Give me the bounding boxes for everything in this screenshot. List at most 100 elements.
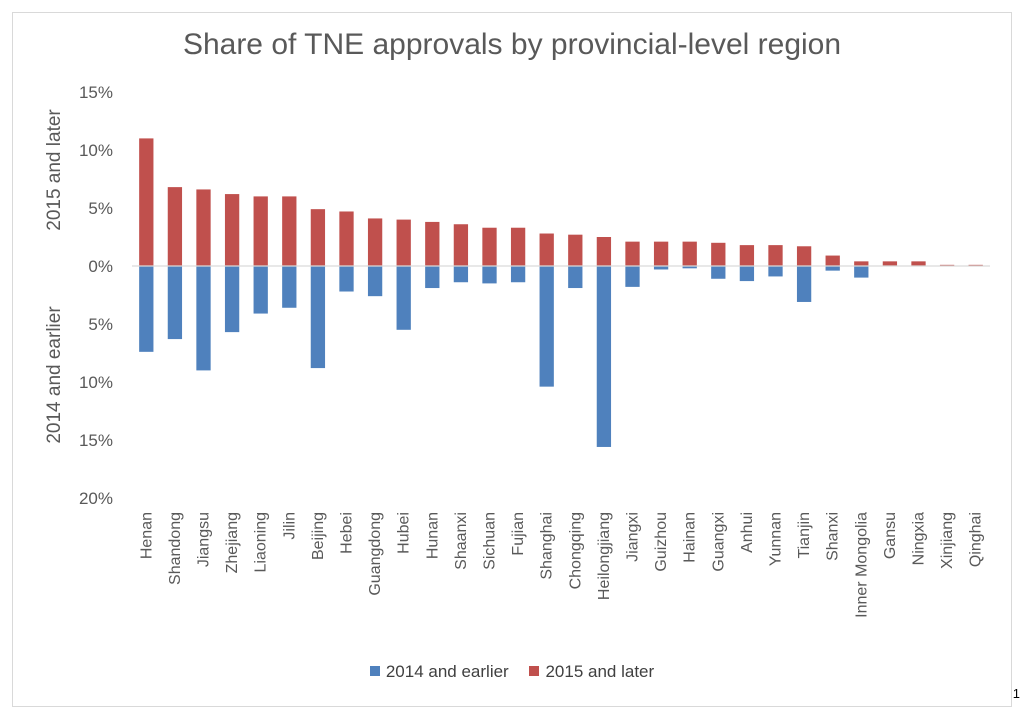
bar-2014-and-earlier: [768, 266, 783, 277]
x-tick-label: Inner Mongolia: [853, 512, 870, 618]
bar-2015-and-later: [796, 246, 812, 266]
x-tick-label: Jilin: [281, 512, 298, 540]
bar-2014-and-earlier: [482, 266, 497, 284]
y-tick-label: 0%: [88, 257, 113, 276]
bar-2015-and-later: [282, 196, 297, 266]
bar-2014-and-earlier: [711, 266, 726, 279]
legend-label-later: 2015 and later: [545, 662, 655, 681]
y-tick-label: 20%: [79, 489, 113, 508]
x-tick-label: Liaoning: [253, 512, 270, 573]
bar-2014-and-earlier: [396, 266, 411, 330]
bar-2014-and-earlier: [253, 266, 268, 314]
bar-2014-and-earlier: [196, 266, 211, 371]
y-tick-label: 5%: [88, 199, 113, 218]
legend-item-earlier: 2014 and earlier: [369, 662, 509, 682]
bar-2014-and-earlier: [425, 266, 440, 289]
x-tick-label: Guangxi: [710, 512, 727, 572]
bar-2015-and-later: [596, 237, 612, 266]
x-tick-label: Xinjiang: [939, 512, 956, 569]
bar-2014-and-earlier: [596, 266, 612, 447]
bar-2015-and-later: [539, 233, 554, 266]
bar-2015-and-later: [711, 242, 726, 266]
bar-2014-and-earlier: [453, 266, 469, 283]
bar-2014-and-earlier: [796, 266, 812, 302]
bar-2014-and-earlier: [224, 266, 240, 333]
bar-2015-and-later: [196, 189, 211, 266]
y-tick-label: 15%: [79, 431, 113, 450]
y-tick-label: 10%: [79, 373, 113, 392]
x-tick-label: Henan: [138, 512, 155, 559]
x-tick-label: Chongqing: [567, 512, 584, 589]
bar-2014-and-earlier: [854, 266, 869, 278]
bar-2014-and-earlier: [367, 266, 383, 297]
bar-2015-and-later: [739, 245, 755, 266]
bar-2015-and-later: [768, 245, 783, 266]
x-tick-label: Guangdong: [367, 512, 384, 596]
bar-2014-and-earlier: [510, 266, 526, 283]
bar-2014-and-earlier: [139, 266, 154, 352]
x-tick-label: Hebei: [339, 512, 356, 554]
bar-2015-and-later: [367, 218, 383, 266]
x-tick-label: Tianjin: [796, 512, 813, 559]
bar-2015-and-later: [310, 209, 326, 266]
bar-2015-and-later: [339, 211, 354, 266]
legend-item-later: 2015 and later: [529, 662, 654, 682]
bar-2015-and-later: [825, 255, 840, 266]
bar-2015-and-later: [253, 196, 268, 266]
legend-swatch-earlier: [369, 666, 380, 676]
bar-2014-and-earlier: [825, 266, 840, 271]
x-tick-label: Jiangsu: [196, 512, 213, 567]
chart-title: Share of TNE approvals by provincial-lev…: [182, 28, 842, 61]
chart-legend: 2014 and earlier 2015 and later: [0, 662, 1024, 682]
bar-2015-and-later: [139, 138, 154, 266]
bar-2014-and-earlier: [739, 266, 755, 282]
chart-frame: [12, 12, 1012, 707]
bar-2014-and-earlier: [310, 266, 326, 369]
legend-swatch-later: [529, 666, 540, 676]
x-tick-label: Anhui: [739, 512, 756, 553]
bar-2014-and-earlier: [653, 266, 669, 270]
x-tick-label: Gansu: [882, 512, 899, 559]
bar-2015-and-later: [653, 241, 669, 266]
y-axis-title-bottom: 2014 and earlier: [44, 306, 65, 444]
x-tick-label: Hubei: [396, 512, 413, 554]
bar-2014-and-earlier: [539, 266, 554, 387]
bar-2014-and-earlier: [282, 266, 297, 308]
x-tick-label: Guizhou: [653, 512, 670, 572]
bar-2015-and-later: [396, 219, 411, 266]
x-tick-label: Ningxia: [911, 512, 928, 565]
bar-2015-and-later: [682, 241, 697, 266]
x-tick-label: Qinghai: [968, 512, 985, 567]
x-tick-label: Hunan: [424, 512, 441, 559]
y-tick-label: 15%: [79, 83, 113, 102]
x-tick-label: Beijing: [310, 512, 327, 560]
x-tick-label: Zhejiang: [224, 512, 241, 573]
x-tick-label: Yunnan: [768, 512, 785, 566]
bar-2015-and-later: [425, 221, 440, 266]
x-tick-label: Shandong: [167, 512, 184, 585]
x-tick-label: Jiangxi: [625, 512, 642, 562]
bar-2015-and-later: [625, 241, 640, 266]
y-tick-label: 10%: [79, 141, 113, 160]
bar-2015-and-later: [882, 261, 898, 266]
x-tick-label: Shanxi: [825, 512, 842, 561]
page-number: 1: [1012, 686, 1020, 701]
bar-2014-and-earlier: [167, 266, 183, 340]
bar-2015-and-later: [167, 187, 183, 266]
bar-2015-and-later: [482, 227, 497, 266]
bar-2015-and-later: [510, 227, 526, 266]
bar-2014-and-earlier: [339, 266, 354, 292]
bar-2015-and-later: [911, 261, 926, 266]
y-axis-title-top: 2015 and later: [44, 109, 65, 231]
x-tick-label: Shaanxi: [453, 512, 470, 570]
bar-2014-and-earlier: [568, 266, 583, 289]
x-tick-label: Fujian: [510, 512, 527, 556]
x-tick-label: Heilongjiang: [596, 512, 613, 600]
x-tick-label: Sichuan: [482, 512, 499, 570]
bar-2014-and-earlier: [625, 266, 640, 287]
legend-label-earlier: 2014 and earlier: [385, 662, 509, 681]
bar-2015-and-later: [453, 224, 469, 266]
y-tick-label: 5%: [88, 315, 113, 334]
bar-2015-and-later: [224, 194, 240, 266]
bar-2015-and-later: [568, 234, 583, 266]
